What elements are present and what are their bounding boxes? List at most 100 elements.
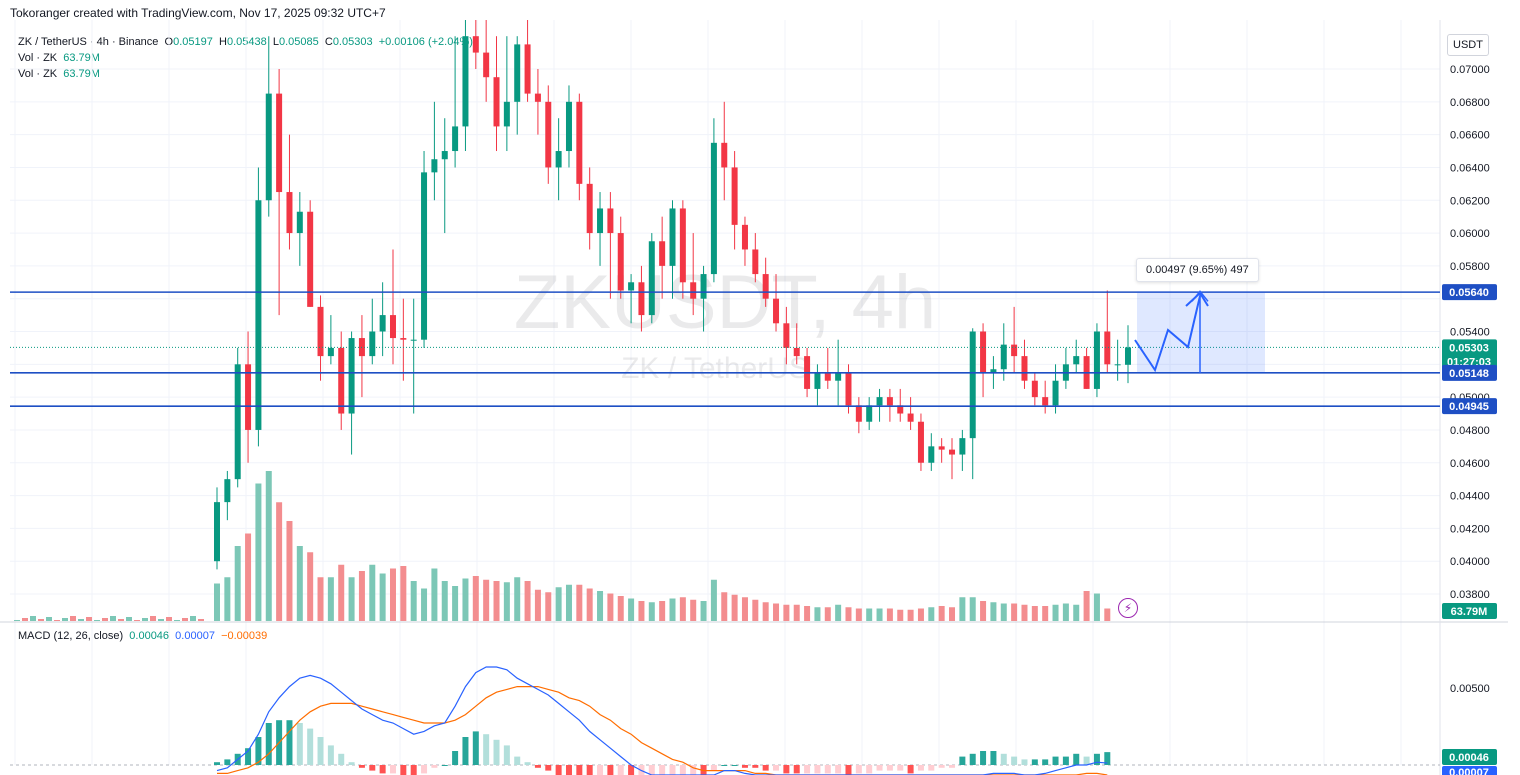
macd-hist-bar xyxy=(265,723,272,765)
price-tick: 0.04800 xyxy=(1450,425,1490,437)
volume-bar xyxy=(369,564,376,621)
macd-hist-bar xyxy=(741,765,748,768)
candle-body xyxy=(379,315,386,332)
candle-body xyxy=(369,331,376,357)
macd-hist-bar xyxy=(524,762,531,765)
volume-bar xyxy=(14,620,20,621)
candle-body xyxy=(710,142,717,275)
candle-body xyxy=(234,364,241,480)
macd-hist-bar xyxy=(358,765,365,768)
macd-hist-bar xyxy=(224,759,231,765)
volume-bar xyxy=(804,606,811,621)
volume-bar xyxy=(166,617,172,621)
macd-hist-bar xyxy=(348,762,355,765)
volume-bar xyxy=(190,616,196,621)
candle-body xyxy=(545,101,552,168)
volume-bar xyxy=(949,607,956,621)
volume-bar xyxy=(855,608,862,621)
level-low-tag: 0.04945 xyxy=(1449,401,1489,413)
macd-hist-bar xyxy=(773,765,780,771)
volume-bar xyxy=(1031,606,1038,621)
price-tick: 0.04200 xyxy=(1450,523,1490,535)
candle-body xyxy=(773,298,780,324)
volume-bar xyxy=(669,598,676,621)
macd-hist-bar xyxy=(866,765,873,774)
volume-bar xyxy=(255,483,262,621)
candle-body xyxy=(845,372,852,406)
macd-hist-bar xyxy=(731,765,738,766)
candle-body xyxy=(1042,397,1049,406)
volume-bar xyxy=(710,579,717,621)
volume-value-2: 63.79M xyxy=(63,68,100,80)
volume-bar xyxy=(142,618,148,621)
currency-button[interactable]: USDT xyxy=(1447,34,1489,56)
macd-hist-bar xyxy=(669,765,676,775)
volume-bar xyxy=(576,584,583,621)
level-top-tag: 0.05640 xyxy=(1449,287,1489,299)
volume-bar xyxy=(597,591,604,621)
macd-hist-bar xyxy=(214,762,220,765)
candle-body xyxy=(472,36,479,53)
volume-bar xyxy=(555,587,562,621)
candle-body xyxy=(410,339,417,341)
candle-body xyxy=(835,372,842,381)
volume-row-1[interactable]: Vol · ZK 63.79M xyxy=(18,50,473,66)
macd-name[interactable]: MACD (12, 26, close) xyxy=(18,630,124,642)
volume-bar xyxy=(410,581,417,621)
grid xyxy=(0,20,1508,775)
macd-hist-bar xyxy=(555,765,562,775)
macd-hist-bar xyxy=(980,751,987,765)
price-tick: 0.05800 xyxy=(1450,261,1490,273)
candle-body xyxy=(638,282,645,316)
volume-bar xyxy=(286,521,293,621)
symbol-legend: ZK / TetherUS · 4h · Binance O0.05197 H0… xyxy=(18,34,473,82)
volume-bar xyxy=(214,583,220,621)
volume-bar xyxy=(514,577,521,621)
macd-hist-value: 0.00046 xyxy=(129,630,170,642)
macd-hist-bar xyxy=(462,737,469,765)
volume-bar xyxy=(1042,606,1049,621)
macd-hist-bar xyxy=(710,765,717,771)
volume-bar xyxy=(741,597,748,621)
volume-bar xyxy=(54,620,60,621)
volume-bar xyxy=(793,604,800,621)
candle-body xyxy=(990,369,997,373)
volume-bar xyxy=(1021,604,1028,621)
volume-bar xyxy=(78,619,84,621)
candle-body xyxy=(897,405,904,414)
candle-body xyxy=(1000,344,1007,370)
macd-tick: 0.00500 xyxy=(1450,683,1490,695)
candle-body xyxy=(762,274,769,299)
volume-bar xyxy=(1011,603,1018,621)
candle-body xyxy=(421,172,428,340)
volume-bar xyxy=(421,588,428,621)
symbol-label[interactable]: ZK / TetherUS · 4h · Binance xyxy=(18,36,159,48)
macd-line-tag: 0.00007 xyxy=(1449,767,1489,775)
volume-bar xyxy=(472,576,479,621)
macd-hist-bar xyxy=(286,720,293,765)
candle-body xyxy=(452,126,459,152)
lightning-icon[interactable]: ⚡ xyxy=(1118,598,1138,618)
current-price-tag-bg xyxy=(1442,339,1497,370)
candle-body xyxy=(565,101,572,152)
macd-hist-tag-bg xyxy=(1442,749,1497,765)
candle-body xyxy=(980,331,987,373)
volume-bar xyxy=(917,608,924,621)
high-label: H xyxy=(219,36,227,48)
macd-hist-bar xyxy=(886,765,893,771)
macd-hist-bar xyxy=(907,765,914,774)
macd-hist-bar xyxy=(990,751,997,765)
candle-body xyxy=(493,77,500,127)
candle-body xyxy=(721,142,728,168)
candle-body xyxy=(907,413,914,422)
price-tick: 0.06000 xyxy=(1450,228,1490,240)
candle-body xyxy=(503,101,510,127)
volume-bar xyxy=(307,552,314,621)
volume-bar xyxy=(1104,608,1111,621)
volume-bar xyxy=(783,604,790,621)
volume-row-2[interactable]: Vol · ZK 63.79M xyxy=(18,66,473,82)
macd-hist-bar xyxy=(379,765,386,774)
candle-body xyxy=(514,44,521,102)
macd-line-value: 0.00007 xyxy=(175,630,215,642)
